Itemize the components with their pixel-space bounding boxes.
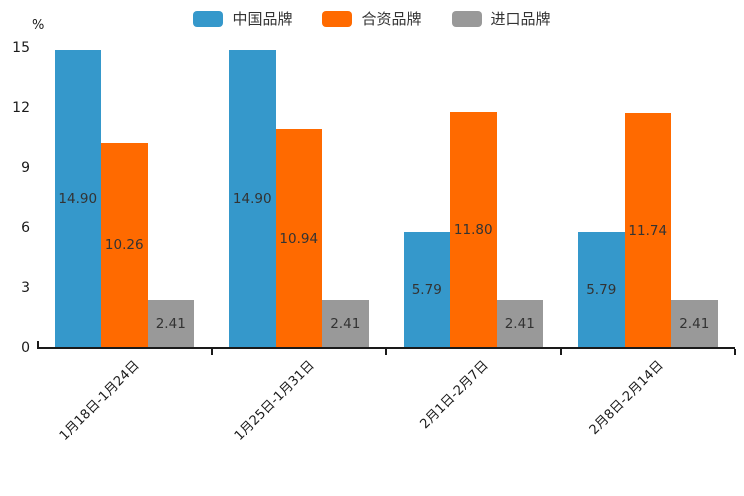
bar-value-label: 10.26	[104, 237, 144, 254]
legend-item-series-1[interactable]: 合资品牌	[322, 8, 422, 29]
legend-item-series-0[interactable]: 中国品牌	[193, 8, 292, 29]
bar-value-label: 10.94	[279, 230, 319, 247]
bar-value-label: 5.79	[586, 282, 617, 299]
x-axis-category-label: 2月1日-2月7日	[417, 358, 492, 433]
x-axis-tick	[734, 349, 736, 355]
x-axis-line	[37, 347, 735, 349]
bar-value-label: 14.90	[58, 191, 98, 207]
legend-item-series-2[interactable]: 进口品牌	[451, 8, 551, 29]
bar-value-label: 14.90	[232, 191, 272, 207]
bar-series-1-group-1	[275, 129, 322, 348]
bar-series-2-group-3	[671, 299, 718, 348]
legend-label: 合资品牌	[361, 10, 422, 28]
legend-swatch-icon	[193, 10, 224, 27]
y-axis-unit-label: %	[32, 18, 45, 33]
legend: 中国品牌 合资品牌 进口品牌	[0, 8, 744, 29]
bar-value-label: 2.41	[679, 315, 710, 332]
x-axis-category-label: 1月18日-1月24日	[57, 358, 143, 444]
x-axis-category-label: 2月8日-2月14日	[586, 358, 667, 438]
bar-series-2-group-0	[147, 299, 194, 348]
y-axis-tick-label: 3	[21, 280, 30, 296]
legend-swatch-icon	[322, 10, 353, 27]
bar-series-1-group-0	[101, 142, 148, 348]
bar-value-label: 11.80	[453, 222, 493, 238]
y-axis-tick-label: 15	[12, 40, 30, 56]
bar-value-label: 5.79	[411, 282, 442, 299]
bar-series-1-group-2	[450, 112, 497, 348]
bar-series-0-group-0	[54, 50, 101, 348]
legend-label: 进口品牌	[490, 10, 551, 28]
y-axis-tick-label: 6	[21, 220, 30, 236]
y-axis-tick-label: 0	[21, 340, 30, 356]
axis-left-stub	[37, 341, 39, 347]
legend-swatch-icon	[451, 10, 482, 27]
x-axis-tick	[210, 349, 213, 355]
x-axis-tick	[559, 349, 562, 355]
x-axis-category-label: 1月25日-1月31日	[231, 358, 318, 444]
bar-value-label: 2.41	[155, 315, 186, 332]
bar-series-2-group-1	[322, 299, 369, 348]
bar-value-label: 2.41	[504, 315, 535, 332]
legend-label: 中国品牌	[232, 10, 293, 28]
x-axis-tick	[385, 349, 387, 355]
y-axis-tick-label: 9	[21, 160, 30, 176]
bar-series-0-group-3	[578, 232, 625, 348]
bar-series-0-group-1	[229, 50, 276, 348]
bar-series-0-group-2	[403, 232, 450, 348]
bar-value-label: 11.74	[628, 222, 668, 239]
bar-series-1-group-3	[624, 113, 671, 348]
y-axis-tick-label: 12	[12, 100, 30, 116]
bar-value-label: 2.41	[330, 315, 361, 332]
bar-series-2-group-2	[496, 299, 543, 348]
